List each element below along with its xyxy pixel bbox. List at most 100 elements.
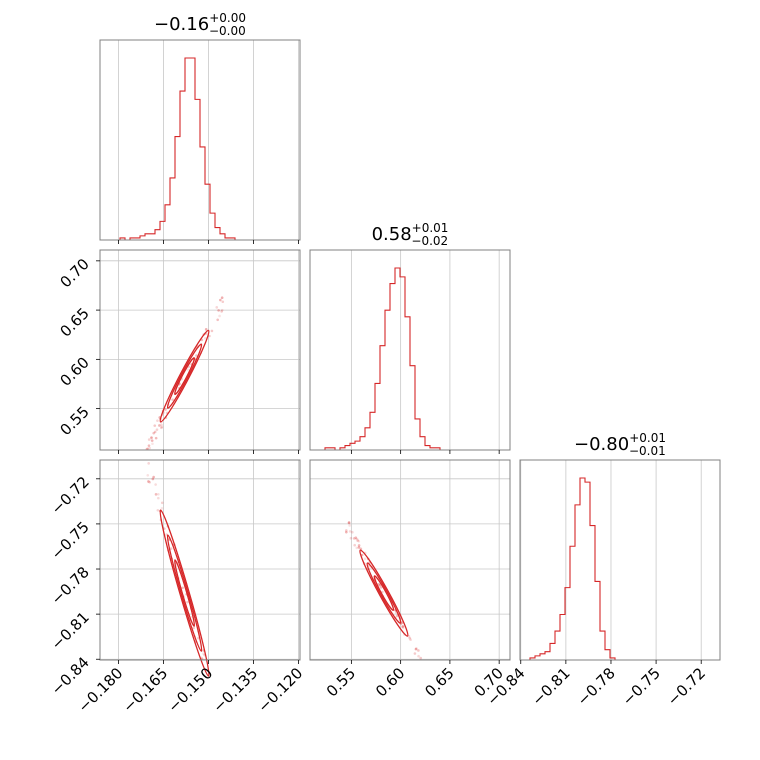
contour-level-1 xyxy=(166,343,203,409)
sample-point xyxy=(154,483,157,486)
sample-point xyxy=(217,309,220,312)
sample-point xyxy=(348,530,352,533)
sample-point xyxy=(155,428,159,431)
x-tick-label: −0.135 xyxy=(209,664,261,716)
sample-point xyxy=(345,530,348,534)
sample-point xyxy=(419,656,423,660)
contour-level-1 xyxy=(166,534,203,652)
sample-point xyxy=(158,424,161,427)
contour-level-0 xyxy=(373,575,395,611)
sample-point xyxy=(409,638,412,642)
sample-point xyxy=(354,536,358,540)
sample-point xyxy=(147,444,151,447)
y-tick-label: 0.65 xyxy=(56,304,92,340)
sample-point xyxy=(349,536,353,540)
contour-level-0 xyxy=(174,357,195,396)
sample-point xyxy=(157,492,160,496)
sample-point xyxy=(347,521,351,525)
sample-point xyxy=(150,439,154,442)
sample-point xyxy=(156,419,159,422)
y-tick-label: 0.60 xyxy=(56,353,92,389)
y-tick-label: −0.72 xyxy=(48,473,93,518)
sample-point xyxy=(415,647,418,650)
sample-point xyxy=(202,652,205,656)
sample-point xyxy=(357,544,361,547)
sample-point xyxy=(348,524,351,527)
sample-point xyxy=(357,546,361,549)
x-tick-label: −0.75 xyxy=(619,664,664,709)
sample-point xyxy=(363,557,367,561)
histogram-0 xyxy=(100,57,300,241)
sample-point xyxy=(345,529,348,532)
x-tick-label: 0.55 xyxy=(323,664,359,700)
sample-point xyxy=(347,521,351,524)
panel-frame xyxy=(99,249,301,451)
sample-point xyxy=(356,538,360,541)
sample-point xyxy=(413,652,417,655)
sample-point xyxy=(357,539,361,543)
sample-point xyxy=(192,626,195,630)
x-tick-label: 0.60 xyxy=(372,664,408,700)
panel-frame xyxy=(519,459,721,661)
sample-point xyxy=(208,334,211,338)
panel-frame xyxy=(309,249,511,451)
sample-point xyxy=(417,649,420,652)
sample-point xyxy=(151,442,154,446)
sample-point xyxy=(152,475,155,479)
y-tick-label: −0.81 xyxy=(48,608,93,653)
sample-point xyxy=(160,425,164,429)
sample-point xyxy=(152,431,156,435)
param-title-2: −0.80+0.01 −0.01 xyxy=(574,431,666,458)
contour-level-2 xyxy=(159,329,210,423)
sample-point xyxy=(153,430,157,434)
sample-point xyxy=(156,508,160,512)
sample-point xyxy=(220,308,224,312)
sample-point xyxy=(219,298,222,302)
sample-point xyxy=(160,501,164,505)
panel-frame xyxy=(99,39,301,241)
sample-point xyxy=(164,408,167,411)
sample-point xyxy=(379,586,383,589)
sample-point xyxy=(169,547,173,550)
sample-point xyxy=(401,625,404,629)
sample-point xyxy=(417,654,420,658)
y-tick-label: −0.75 xyxy=(48,518,93,563)
sample-point xyxy=(203,337,207,340)
x-tick-label: 0.65 xyxy=(421,664,457,700)
sample-point xyxy=(408,636,412,640)
sample-point xyxy=(154,436,158,440)
histogram-2 xyxy=(520,477,720,661)
sample-point xyxy=(146,447,149,451)
contour-level-2 xyxy=(359,549,409,637)
sample-point xyxy=(160,423,163,427)
y-tick-label: −0.78 xyxy=(48,563,93,608)
sample-point xyxy=(355,546,359,550)
x-tick-label: −0.165 xyxy=(119,664,171,716)
y-tick-label: 0.70 xyxy=(56,255,92,291)
sample-point xyxy=(157,496,160,500)
panel-frame xyxy=(309,459,511,661)
param-title-1: 0.58+0.01 −0.02 xyxy=(372,221,449,248)
sample-point xyxy=(148,480,151,484)
sample-point xyxy=(171,398,174,401)
sample-point xyxy=(353,543,357,547)
sample-point xyxy=(351,530,354,534)
x-tick-label: −0.72 xyxy=(664,664,709,709)
sample-point xyxy=(147,480,150,483)
sample-point xyxy=(195,354,198,357)
sample-point xyxy=(154,493,158,496)
sample-point xyxy=(218,314,221,318)
sample-point xyxy=(147,438,151,441)
sample-point xyxy=(220,296,224,299)
sample-point xyxy=(146,474,150,477)
sample-point xyxy=(210,329,214,333)
sample-point xyxy=(186,600,189,604)
sample-point xyxy=(395,614,399,618)
sample-point xyxy=(186,368,190,371)
x-tick-label: −0.150 xyxy=(164,664,216,716)
y-tick-label: 0.55 xyxy=(56,403,92,439)
sample-point xyxy=(378,584,382,588)
sample-point xyxy=(401,626,405,629)
contour-level-0 xyxy=(174,559,196,627)
